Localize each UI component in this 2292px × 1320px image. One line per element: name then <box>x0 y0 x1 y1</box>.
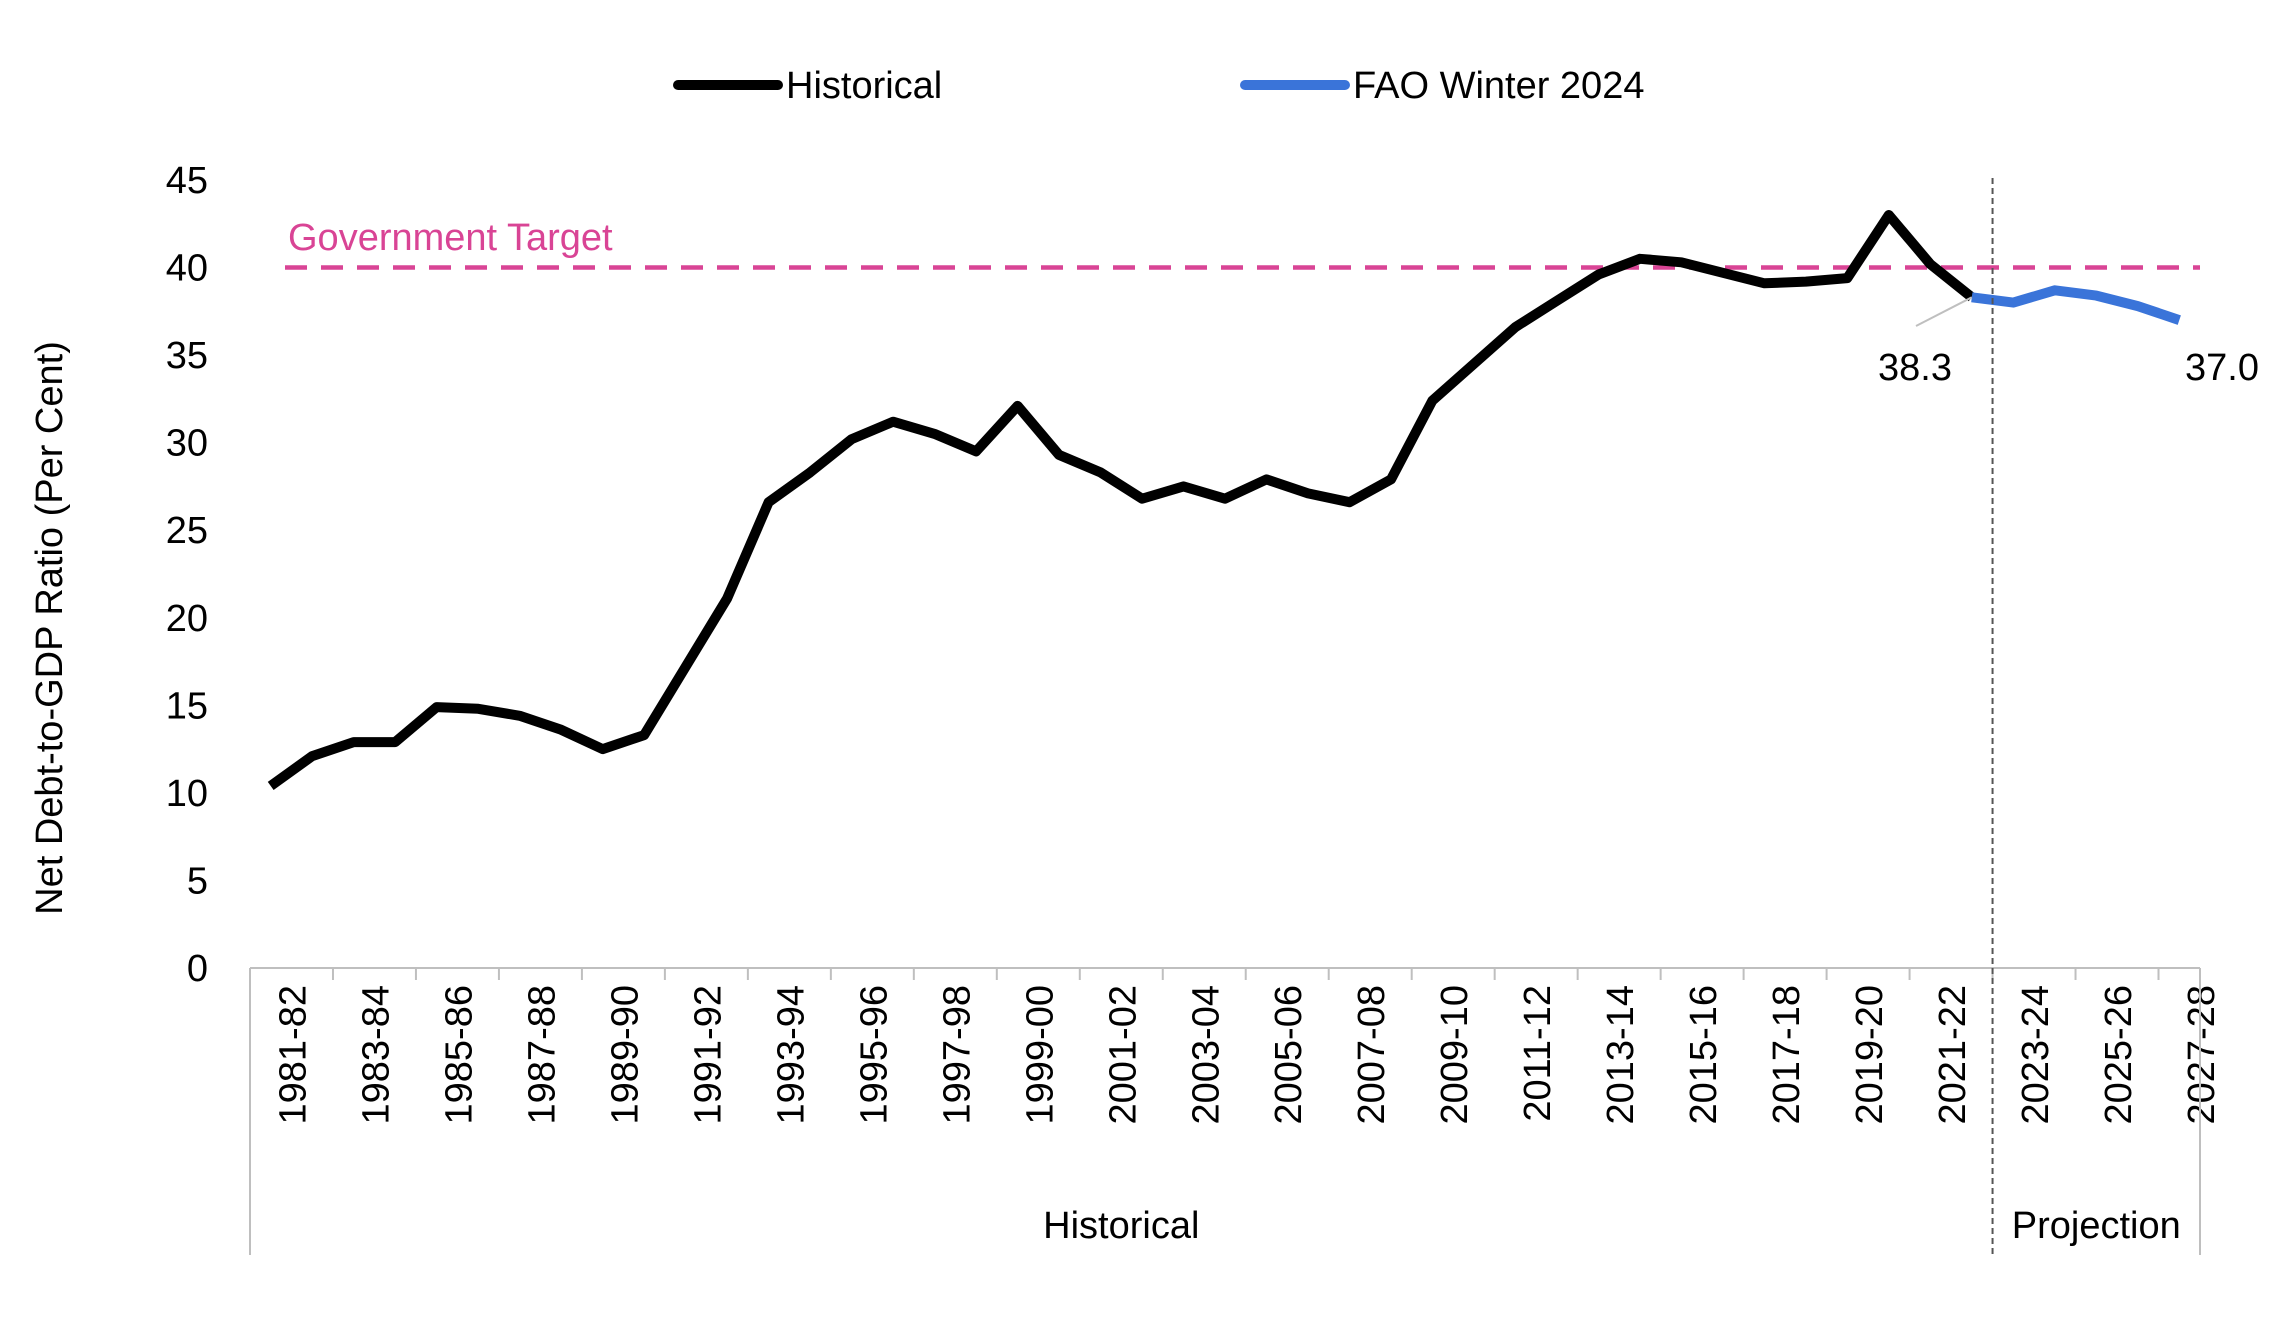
legend: Historical FAO Winter 2024 <box>673 65 1644 107</box>
x-tick-label: 2013-14 <box>1600 985 1642 1124</box>
x-tick-label: 1983-84 <box>355 985 397 1124</box>
x-axis: 1981-82 1983-84 1985-86 1987-88 1989-90 1991-… <box>249 967 2223 1124</box>
y-tick-label: 15 <box>166 685 208 727</box>
x-tick-label: 1981-82 <box>272 985 314 1124</box>
x-tick-label: 2005-06 <box>1268 985 1310 1124</box>
y-tick-label: 5 <box>187 860 208 902</box>
y-tick-label: 20 <box>166 598 208 640</box>
x-tick-label: 2017-18 <box>1766 985 1808 1124</box>
y-tick-label: 30 <box>166 423 208 465</box>
y-axis: 0 5 10 15 20 25 30 35 40 45 <box>166 160 208 990</box>
x-tick-label: 2027-28 <box>2181 985 2223 1124</box>
x-tick-label: 1991-92 <box>687 985 729 1124</box>
x-tick-label: 1987-88 <box>521 985 563 1124</box>
group-label-0: Historical <box>1043 1205 1199 1247</box>
series-line-0 <box>267 210 1975 790</box>
x-tick-label: 2003-04 <box>1185 985 1227 1124</box>
x-tick-label: 1995-96 <box>853 985 895 1124</box>
x-tick-label: 2021-22 <box>1932 985 1974 1124</box>
x-tick-label: 2025-26 <box>2098 985 2140 1124</box>
x-tick-label: 1999-00 <box>1019 985 1061 1124</box>
x-tick-label: 2015-16 <box>1683 985 1725 1124</box>
x-tick-label: 1997-98 <box>936 985 978 1124</box>
x-tick-label: 2001-02 <box>1102 985 1144 1124</box>
series-line-1 <box>1971 285 2181 325</box>
government-target-label: Government Target <box>288 217 613 259</box>
annotation-leader <box>1915 296 1973 327</box>
x-tick-label: 1993-94 <box>770 985 812 1124</box>
x-axis-groups: Historical Projection <box>249 178 2201 1255</box>
x-tick-label: 2011-12 <box>1517 985 1559 1122</box>
legend-label-0: Historical <box>786 65 942 107</box>
x-tick-label: 1989-90 <box>604 985 646 1124</box>
legend-label-1: FAO Winter 2024 <box>1353 65 1644 107</box>
government-target: Government Target <box>285 217 2200 270</box>
y-tick-label: 10 <box>166 773 208 815</box>
x-tick-label: 2023-24 <box>2015 985 2057 1124</box>
x-tick-label: 2019-20 <box>1849 985 1891 1124</box>
y-axis-label: Net Debt-to-GDP Ratio (Per Cent) <box>29 341 71 915</box>
annotation-label: 38.3 <box>1878 347 1952 389</box>
y-tick-label: 40 <box>166 248 208 290</box>
group-label-1: Projection <box>2012 1205 2181 1247</box>
series-lines <box>267 210 2181 790</box>
x-tick-label: 2009-10 <box>1434 985 1476 1124</box>
y-tick-label: 25 <box>166 510 208 552</box>
x-tick-label: 2007-08 <box>1351 985 1393 1124</box>
data-annotations: 38.3 37.0 <box>1878 296 2259 389</box>
x-tick-label: 1985-86 <box>438 985 480 1124</box>
y-tick-label: 45 <box>166 160 208 202</box>
annotation-label: 37.0 <box>2185 347 2259 389</box>
y-tick-label: 0 <box>187 948 208 990</box>
y-tick-label: 35 <box>166 335 208 377</box>
